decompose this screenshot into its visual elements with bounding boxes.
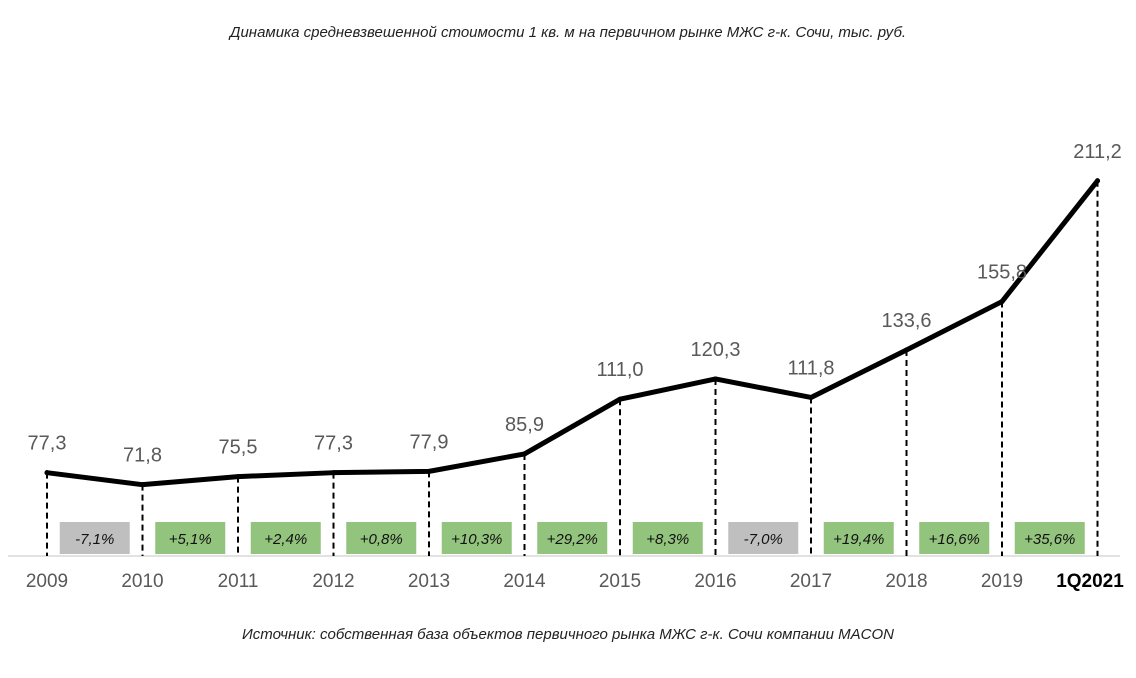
data-point	[999, 299, 1005, 305]
change-badge	[823, 522, 894, 554]
change-badge	[537, 522, 608, 554]
data-point	[44, 470, 50, 476]
change-badge	[250, 522, 321, 554]
data-line	[44, 178, 1100, 488]
change-label: -7,1%	[75, 531, 114, 548]
x-tick-label: 2012	[312, 571, 354, 592]
value-label: 111,0	[596, 359, 643, 381]
x-tick-label: 2014	[503, 571, 546, 592]
chart-title: Динамика средневзвешенной стоимости 1 кв…	[229, 24, 907, 41]
data-point	[808, 394, 814, 400]
source-note: Источник: собственная база объектов перв…	[242, 626, 894, 643]
change-badge	[59, 522, 130, 554]
change-badge	[919, 522, 990, 554]
x-tick-label: 2011	[218, 571, 259, 592]
x-tick-label: 1Q2021	[1056, 571, 1124, 592]
value-label: 211,2	[1073, 141, 1122, 163]
data-point	[904, 347, 909, 353]
value-label: 77,3	[314, 433, 353, 455]
data-point	[140, 482, 145, 488]
change-label: +2,4%	[264, 531, 307, 548]
value-label: 111,8	[787, 357, 834, 379]
x-tick-label: 2019	[981, 571, 1023, 592]
value-label: 155,8	[977, 262, 1027, 284]
value-label: 77,3	[28, 433, 67, 455]
change-label: +19,4%	[833, 531, 884, 548]
data-point	[713, 376, 718, 382]
change-label: +10,3%	[451, 531, 502, 548]
change-label: +8,3%	[646, 531, 689, 548]
data-point	[522, 451, 527, 457]
x-tick-label: 2016	[694, 571, 736, 592]
value-label: 85,9	[505, 414, 544, 436]
value-label: 71,8	[123, 445, 162, 467]
change-label: +0,8%	[360, 531, 403, 548]
x-tick-label: 2009	[26, 571, 68, 592]
change-label: +5,1%	[169, 531, 212, 548]
x-tick-label: 2018	[885, 571, 927, 592]
change-badge	[346, 522, 417, 554]
change-label: -7,0%	[744, 531, 783, 548]
change-badge	[441, 522, 512, 554]
data-point	[617, 396, 623, 402]
value-label: 77,9	[410, 431, 449, 453]
change-badge	[728, 522, 799, 554]
change-badge	[632, 522, 703, 554]
data-point	[426, 468, 432, 474]
data-point	[1095, 178, 1100, 184]
data-point	[235, 474, 241, 480]
x-tick-label: 2013	[408, 571, 450, 592]
data-point	[331, 470, 336, 476]
x-tick-label: 2015	[599, 571, 641, 592]
value-label: 75,5	[219, 437, 258, 459]
change-label: +29,2%	[547, 531, 598, 548]
change-badge	[1014, 522, 1085, 554]
change-badge	[155, 522, 226, 554]
x-tick-label: 2017	[790, 571, 832, 592]
value-label: 133,6	[881, 310, 931, 332]
change-label: +16,6%	[929, 531, 980, 548]
change-label: +35,6%	[1024, 531, 1075, 548]
value-label: 120,3	[690, 339, 740, 361]
x-tick-label: 2010	[121, 571, 163, 592]
